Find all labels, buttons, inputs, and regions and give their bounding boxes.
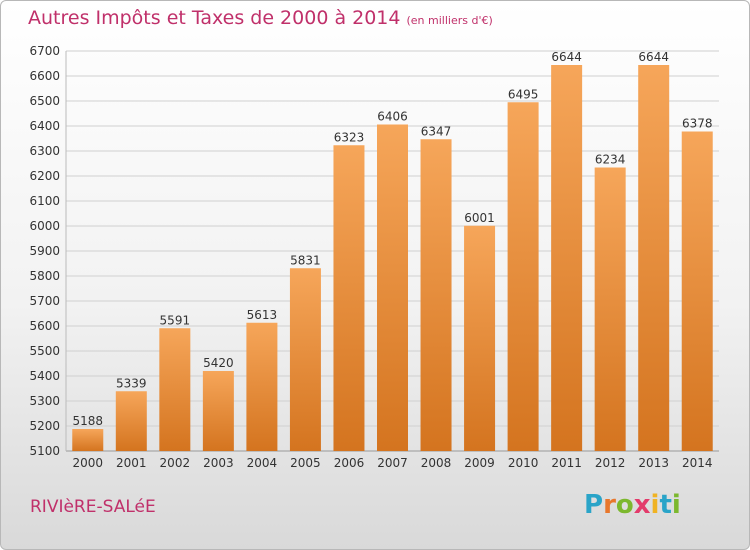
bar [464,225,496,451]
x-tick-label: 2004 [247,456,278,470]
x-tick-label: 2008 [421,456,452,470]
bar [507,102,539,451]
y-tick-label: 5500 [29,344,60,358]
bar [377,124,408,451]
y-tick-label: 5600 [29,319,60,333]
data-label: 5339 [116,376,147,390]
data-label: 6323 [334,130,365,144]
y-tick-label: 6300 [29,144,60,158]
bars: 5188 5339 5591 5420 5613 5831 6323 6406 6347 6001… [72,50,713,451]
x-tick-label: 2013 [638,456,669,470]
data-label: 6644 [551,50,582,64]
data-label: 5613 [247,308,278,322]
y-axis: 5100 5200 5300 5400 5500 5600 5700 5800 5900 6000… [29,44,60,458]
y-tick-label: 6600 [29,69,60,83]
logo-letter: P [584,490,604,520]
bar [420,139,452,451]
bar [551,65,583,451]
bar [159,328,191,451]
bar [202,371,234,451]
x-tick-label: 2006 [334,456,365,470]
y-tick-label: 5400 [29,369,60,383]
x-tick-label: 2007 [377,456,408,470]
y-tick-label: 5900 [29,244,60,258]
chart-title: Autres Impôts et Taxes de 2000 à 2014 (en… [28,7,493,29]
bar [681,131,713,451]
logo-letter: i [671,490,681,520]
y-tick-label: 6500 [29,94,60,108]
x-tick-label: 2012 [595,456,626,470]
bar [72,429,104,451]
data-label: 6644 [638,50,669,64]
y-tick-label: 5700 [29,294,60,308]
data-label: 6347 [421,124,452,138]
x-tick-label: 2009 [464,456,495,470]
y-tick-label: 5300 [29,394,60,408]
y-tick-label: 6700 [29,44,60,58]
data-label: 6406 [377,110,408,124]
data-label: 6234 [595,153,626,167]
x-tick-label: 2014 [682,456,713,470]
logo-letter: r [603,490,616,520]
logo-letter: t [659,490,672,520]
data-label: 6378 [682,117,713,131]
x-tick-label: 2011 [551,456,582,470]
x-axis: 2000 2001 2002 2003 2004 2005 2006 2007 2008 2009… [72,456,712,470]
x-tick-label: 2003 [203,456,234,470]
y-tick-label: 5200 [29,419,60,433]
logo-letter: i [650,490,660,520]
x-tick-label: 2005 [290,456,321,470]
bar [115,391,147,451]
data-label: 5420 [203,356,234,370]
bar [333,145,365,451]
bar [594,167,626,451]
logo-letter: x [633,490,651,520]
data-label: 6495 [508,87,539,101]
y-tick-label: 6200 [29,169,60,183]
bar [638,65,670,451]
chart-subtitle: (en milliers d'€) [406,14,493,27]
y-tick-label: 6400 [29,119,60,133]
data-label: 6001 [464,211,495,225]
x-tick-label: 2000 [72,456,103,470]
bar [289,268,321,451]
x-tick-label: 2002 [160,456,191,470]
data-label: 5831 [290,253,321,267]
data-label: 5188 [72,414,103,428]
x-tick-label: 2010 [508,456,539,470]
chart-title-text: Autres Impôts et Taxes de 2000 à 2014 [28,7,401,29]
proxiti-logo: Proxiti [584,490,681,520]
y-tick-label: 5100 [29,444,60,458]
y-tick-label: 6100 [29,194,60,208]
commune-name: RIVIèRE-SALéE [30,497,156,517]
logo-letter: o [615,490,634,520]
x-tick-label: 2001 [116,456,147,470]
bar [246,322,278,451]
data-label: 5591 [160,313,191,327]
y-tick-label: 6000 [29,219,60,233]
y-tick-label: 5800 [29,269,60,283]
